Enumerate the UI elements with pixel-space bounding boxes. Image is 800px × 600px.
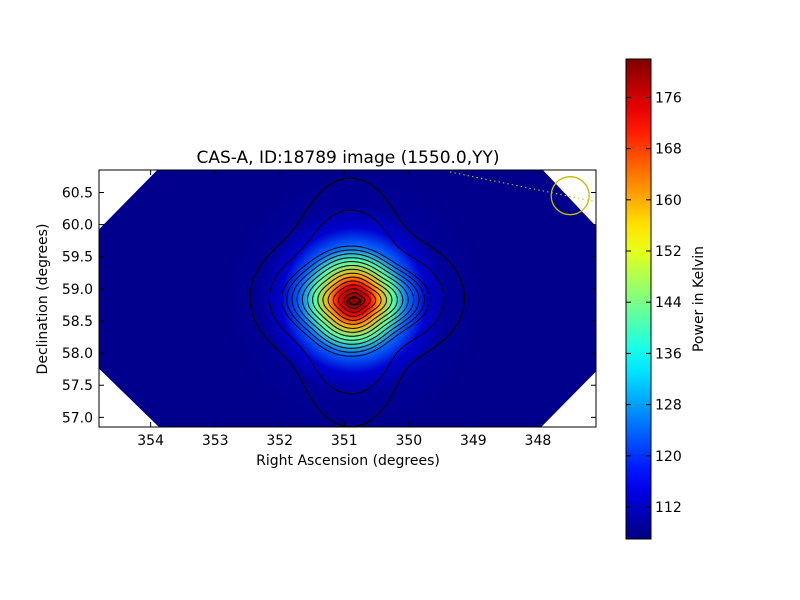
x-axis: 354 353 352 351 350 349 348	[137, 170, 551, 449]
y-tick-label: 59.0	[62, 282, 93, 298]
x-tick-label: 354	[137, 433, 164, 449]
y-tick-label: 57.0	[62, 410, 93, 426]
colorbar-tick-label: 176	[655, 90, 682, 106]
y-tick-label: 57.5	[62, 378, 93, 394]
colorbar-gradient	[625, 58, 652, 540]
colorbar-tick-label: 112	[655, 500, 682, 516]
chart-title: CAS-A, ID:18789 image (1550.0,YY)	[196, 148, 499, 168]
sky-image	[99, 170, 596, 427]
plot-frame	[98, 169, 597, 428]
x-tick-label: 352	[266, 433, 293, 449]
y-tick-label: 60.5	[62, 185, 93, 201]
beam-marker	[449, 171, 596, 216]
colorbar-tick-label: 168	[655, 142, 682, 158]
x-tick-label: 350	[395, 433, 422, 449]
plot-area	[98, 169, 597, 428]
y-tick-label: 59.5	[62, 250, 93, 266]
x-tick-label: 348	[525, 433, 552, 449]
colorbar-tick-label: 152	[655, 244, 682, 260]
y-tick-label: 60.0	[62, 218, 93, 234]
y-tick-label: 58.5	[62, 314, 93, 330]
y-axis-label: Declination (degrees)	[35, 224, 51, 375]
colorbar-tick-label: 144	[655, 295, 682, 311]
colorbar-ticks: 112 120 128 136 144 152 160 168 176	[626, 90, 682, 516]
x-tick-label: 349	[460, 433, 487, 449]
y-axis: 57.0 57.5 58.0 58.5 59.0 59.5 60.0 60.5	[62, 185, 596, 426]
source-emission	[203, 170, 504, 427]
colorbar: 112 120 128 136 144 152 160 168 176 Power in Kel…	[625, 58, 707, 540]
x-tick-label: 351	[331, 433, 358, 449]
x-tick-label: 353	[202, 433, 229, 449]
colorbar-label: Power in Kelvin	[691, 246, 707, 352]
y-tick-label: 58.0	[62, 346, 93, 362]
x-axis-label: Right Ascension (degrees)	[256, 453, 440, 469]
contour-lines	[249, 177, 466, 427]
colorbar-tick-label: 160	[655, 193, 682, 209]
colorbar-tick-label: 120	[655, 449, 682, 465]
colorbar-tick-label: 128	[655, 398, 682, 414]
colorbar-tick-label: 136	[655, 346, 682, 362]
